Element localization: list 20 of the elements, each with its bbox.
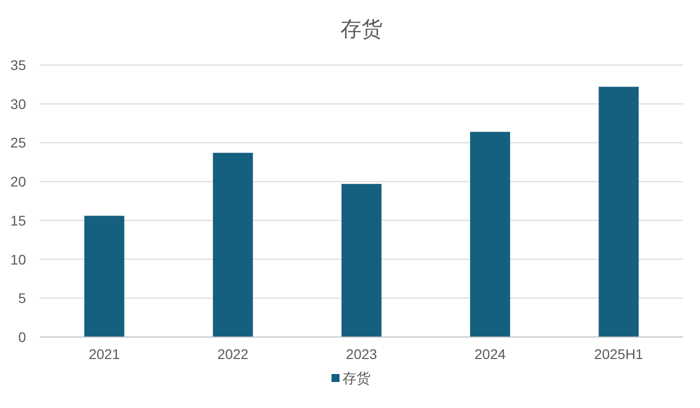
y-tick-label: 15 (10, 212, 26, 228)
x-tick-label: 2024 (474, 346, 506, 362)
bar (212, 152, 253, 337)
y-tick-label: 0 (18, 329, 26, 345)
y-tick-label: 35 (10, 57, 26, 73)
bar (84, 216, 124, 337)
x-tick-label: 2022 (217, 346, 249, 362)
y-tick-label: 20 (10, 174, 26, 190)
chart-title: 存货 (340, 18, 382, 41)
legend-label: 存货 (342, 370, 370, 386)
x-tick-label: 2023 (346, 346, 378, 362)
x-tick-label: 2021 (88, 346, 120, 362)
y-tick-label: 30 (10, 96, 26, 112)
bar (342, 184, 382, 337)
y-tick-label: 25 (10, 134, 26, 151)
bar (598, 86, 639, 337)
x-tick-label: 2025H1 (594, 346, 644, 362)
y-tick-label: 10 (10, 251, 26, 268)
y-tick-label: 5 (18, 290, 26, 306)
bar (470, 132, 510, 337)
